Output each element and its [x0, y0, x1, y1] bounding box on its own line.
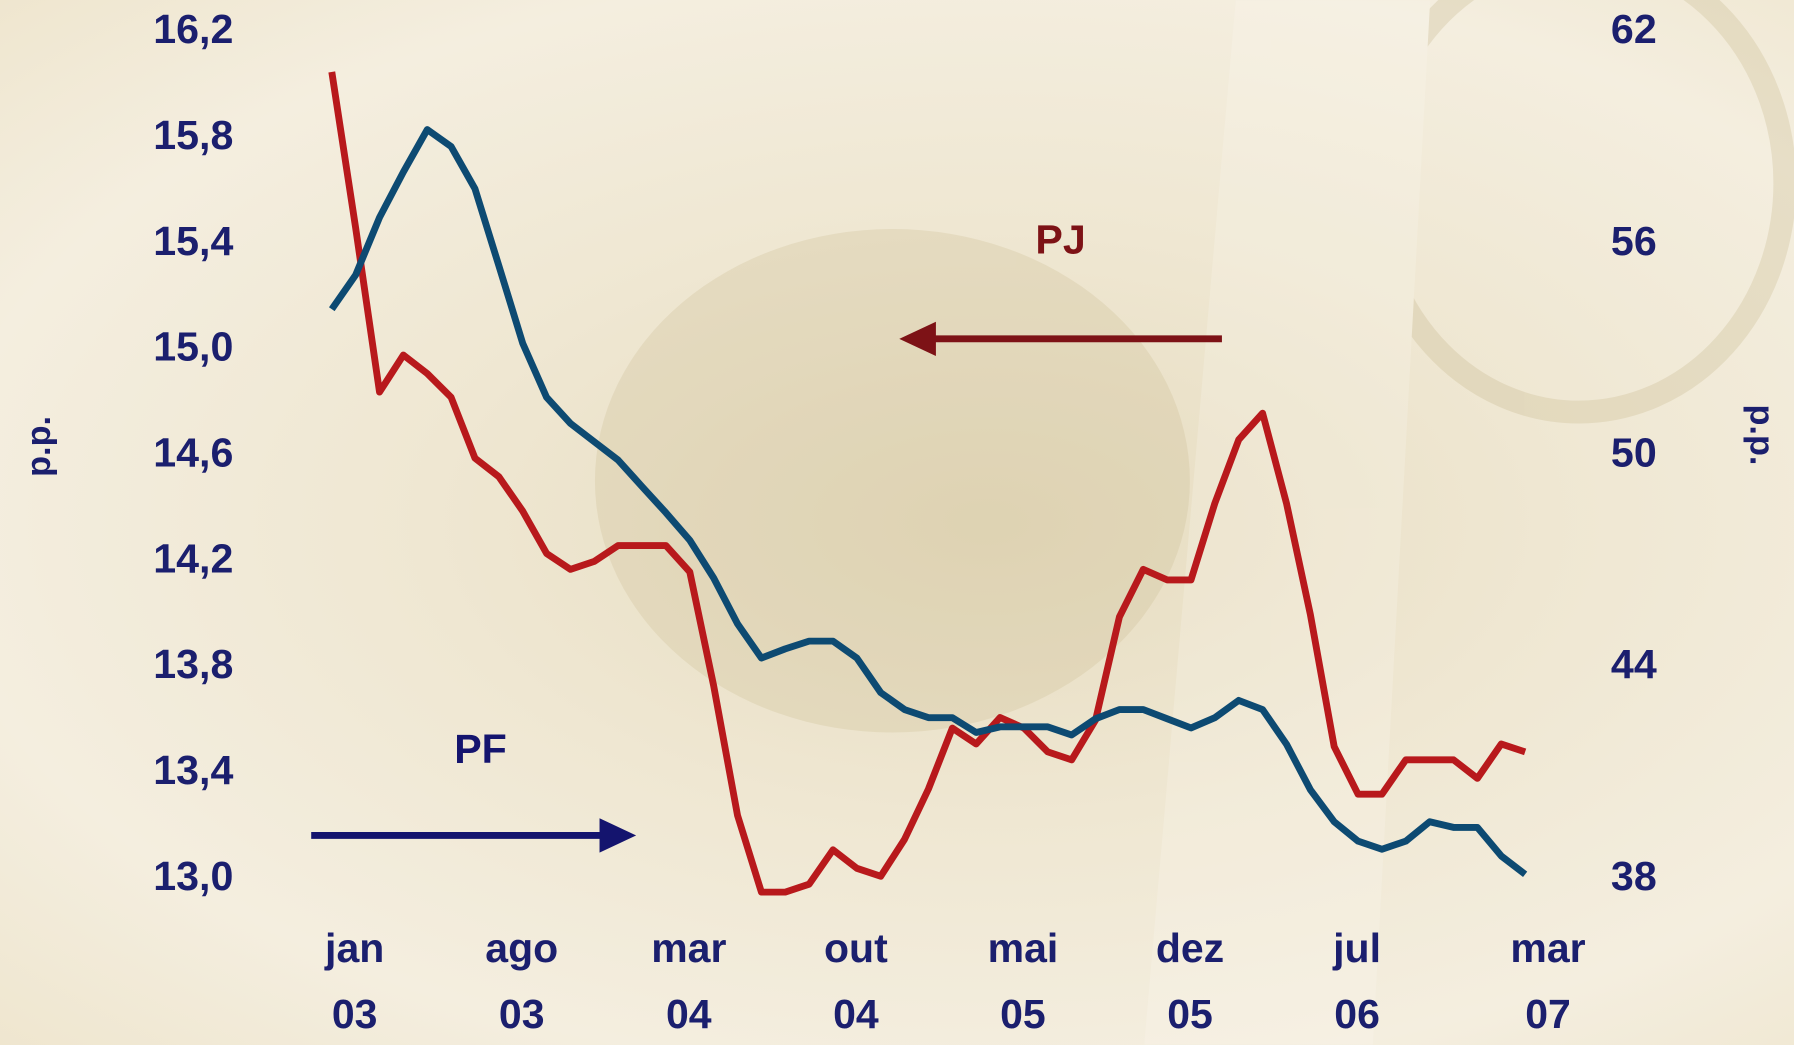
series-label: PJ — [1035, 217, 1085, 263]
x-tick-label: jan 03 — [295, 915, 415, 1045]
x-tick-label: ago 03 — [462, 915, 582, 1045]
pf-arrowhead — [600, 818, 637, 852]
y-tick-label: 13,4 — [153, 747, 233, 793]
y2-tick-label: 38 — [1611, 853, 1657, 899]
x-tick-label: jul 06 — [1297, 915, 1417, 1045]
chart: p.p. p.p. PJ PF 13,0 13,4 13,8 14,2 14,6 15,0… — [0, 0, 1794, 1045]
y2-tick-label: 44 — [1611, 641, 1657, 687]
x-tick-label: mar 04 — [629, 915, 749, 1045]
plot: p.p. p.p. PJ PF 13,0 13,4 13,8 14,2 14,6 15,0… — [0, 0, 1794, 1045]
y-axis-label: p.p. — [20, 416, 58, 477]
x-tick-label: out 04 — [796, 915, 916, 1045]
x-tick-label: mai 05 — [963, 915, 1083, 1045]
y-tick-label: 14,6 — [153, 429, 233, 475]
y-tick-label: 14,2 — [153, 535, 233, 581]
y-tick-label: 15,8 — [153, 112, 233, 158]
y2-axis-label: p.p. — [1743, 404, 1781, 465]
background-pattern — [595, 0, 1785, 1045]
y2-tick-label: 62 — [1611, 6, 1657, 52]
y-tick-label: 16,2 — [153, 6, 233, 52]
y2-tick-label: 50 — [1611, 429, 1657, 475]
y2-tick-label: 56 — [1611, 218, 1657, 264]
y-tick-label: 15,4 — [153, 218, 233, 264]
y-tick-label: 15,0 — [153, 324, 233, 370]
y-tick-label: 13,0 — [153, 853, 233, 899]
x-tick-label: dez 05 — [1130, 915, 1250, 1045]
x-tick-label: mar 07 — [1488, 915, 1608, 1045]
series-label: PF — [454, 726, 507, 772]
y-tick-label: 13,8 — [153, 641, 233, 687]
